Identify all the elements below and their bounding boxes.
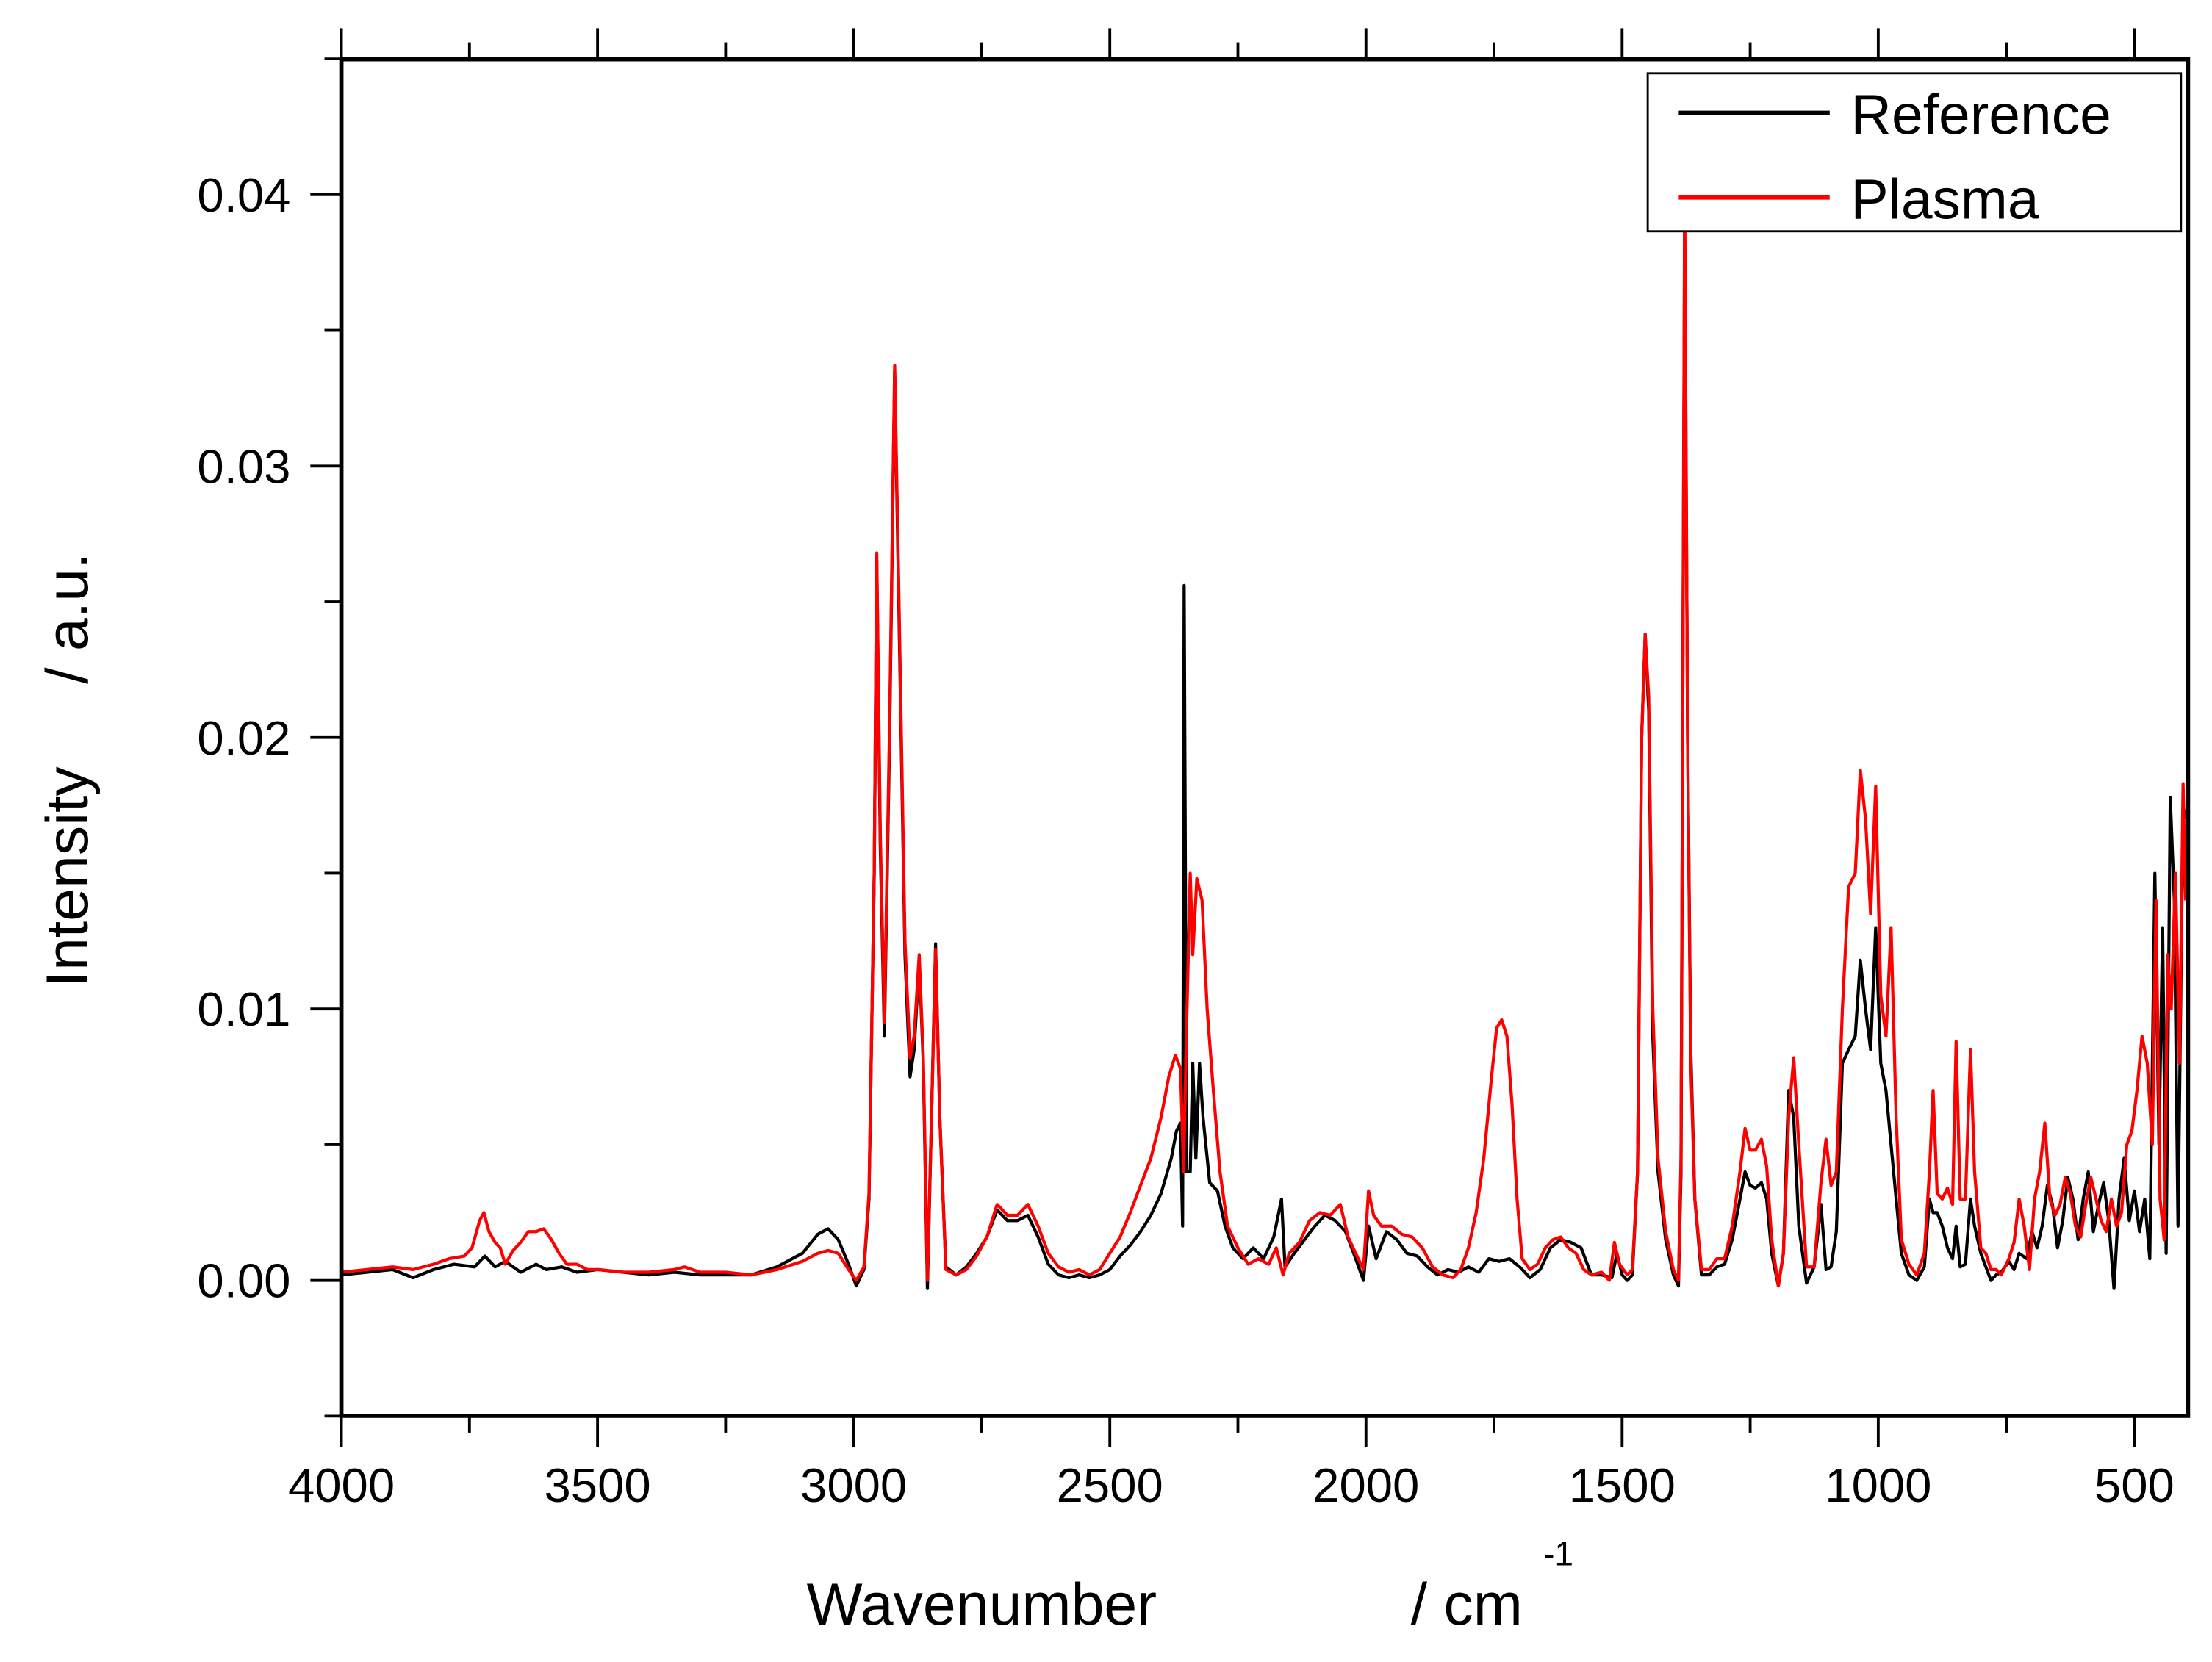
x-tick-label: 4000 — [288, 1458, 395, 1512]
y-tick-label: 0.00 — [197, 1254, 290, 1308]
x-tick-label: 1500 — [1569, 1458, 1676, 1512]
x-axis-unit: / cm — [1411, 1572, 1523, 1638]
y-axis-label: Intensity — [35, 766, 101, 988]
x-axis-unit-superscript: -1 — [1543, 1534, 1573, 1572]
y-axis-unit: / a.u. — [35, 553, 101, 684]
y-tick-label: 0.04 — [197, 168, 290, 222]
x-tick-label: 2500 — [1057, 1458, 1163, 1512]
x-tick-label: 2000 — [1313, 1458, 1419, 1512]
x-tick-label: 500 — [2094, 1458, 2175, 1512]
x-tick-label: 3500 — [545, 1458, 651, 1512]
legend-label-plasma: Plasma — [1851, 168, 2039, 231]
legend-box — [1646, 72, 2183, 233]
x-axis-title: Wavenumber / cm -1 — [807, 1534, 1573, 1638]
x-tick-label: 3000 — [800, 1458, 907, 1512]
y-tick-label: 0.02 — [197, 711, 290, 765]
legend: Reference Plasma — [1646, 72, 2183, 233]
y-tick-label: 0.03 — [197, 439, 290, 493]
series-layer — [341, 193, 2188, 1290]
x-axis-ticks: 4000 3500 3000 2500 2000 1500 1000 500 — [288, 28, 2175, 1512]
y-tick-label: 0.01 — [197, 982, 290, 1036]
y-axis-ticks: 0.00 0.01 0.02 0.03 0.04 — [197, 57, 342, 1418]
series-line-plasma — [341, 193, 2188, 1288]
y-axis-title: Intensity / a.u. — [35, 553, 101, 988]
x-tick-label: 1000 — [1825, 1458, 1931, 1512]
legend-label-reference: Reference — [1851, 84, 2111, 146]
x-axis-label: Wavenumber — [807, 1572, 1157, 1638]
